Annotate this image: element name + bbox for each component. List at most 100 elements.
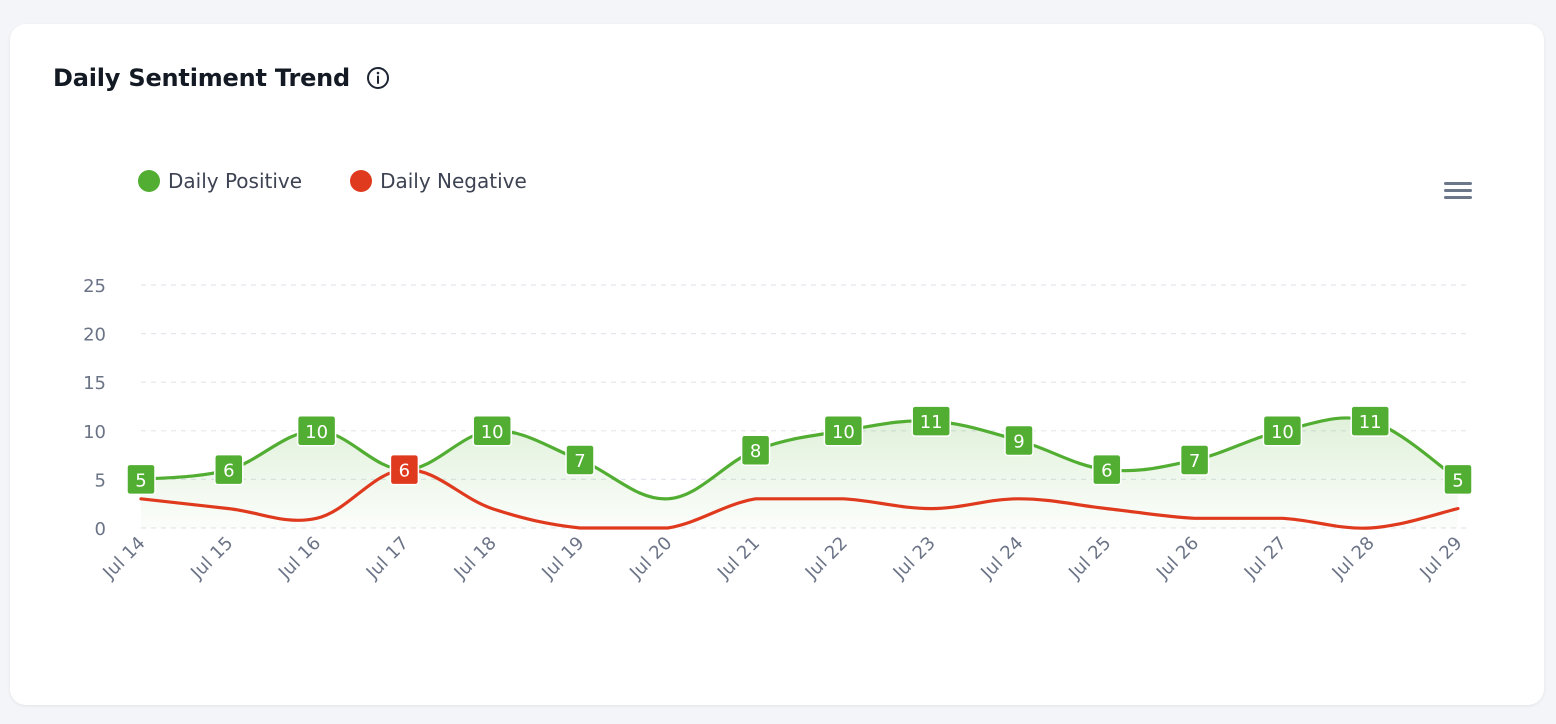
data-label-box xyxy=(1443,463,1473,496)
legend-item-positive[interactable]: Daily Positive xyxy=(138,169,302,193)
data-label-value: 11 xyxy=(920,412,943,433)
data-point[interactable] xyxy=(1193,517,1196,520)
series-line-daily-positive[interactable] xyxy=(139,416,1460,501)
data-label: 10 xyxy=(296,415,337,447)
data-label: 10 xyxy=(1262,415,1303,447)
legend-item-negative[interactable]: Daily Negative xyxy=(350,169,527,193)
data-label-value: 5 xyxy=(135,470,146,491)
data-label-box xyxy=(126,463,156,496)
legend-label-negative: Daily Negative xyxy=(380,169,527,193)
data-label-value: 10 xyxy=(1271,422,1294,443)
data-label-box xyxy=(565,444,595,476)
data-point[interactable] xyxy=(754,497,757,500)
data-point[interactable] xyxy=(1457,507,1460,510)
data-point[interactable] xyxy=(666,497,669,500)
data-label-box xyxy=(214,453,244,486)
info-circle-icon[interactable] xyxy=(366,66,390,90)
data-label-box xyxy=(1004,424,1034,457)
x-tick-label: Jul 28 xyxy=(1328,533,1379,584)
data-label-value: 5 xyxy=(1452,470,1463,491)
data-label-value: 6 xyxy=(223,461,234,482)
data-label: 9 xyxy=(1004,424,1034,457)
data-label: 10 xyxy=(472,415,512,447)
data-label-value: 11 xyxy=(1359,412,1382,433)
data-label: 11 xyxy=(911,405,951,437)
series-line-daily-negative[interactable] xyxy=(139,468,1460,530)
x-tick-label: Jul 22 xyxy=(801,533,852,584)
data-label-box xyxy=(1092,453,1122,486)
data-label: 5 xyxy=(126,463,156,496)
data-label-value: 8 xyxy=(750,441,761,462)
x-tick-label: Jul 25 xyxy=(1064,533,1115,584)
x-tick-label: Jul 16 xyxy=(274,533,325,584)
data-point[interactable] xyxy=(842,497,845,500)
data-label: 7 xyxy=(565,444,595,476)
data-label: 6 xyxy=(389,453,420,486)
sentiment-trend-card: Daily Sentiment Trend Daily Positive Dai… xyxy=(10,24,1544,705)
x-tick-label: Jul 24 xyxy=(976,533,1027,584)
y-axis-ticks: 0 5 10 15 20 25 xyxy=(83,276,106,540)
data-point[interactable] xyxy=(666,527,669,530)
data-point[interactable] xyxy=(1281,517,1284,520)
x-tick-label: Jul 14 xyxy=(98,533,149,584)
x-tick-label: Jul 19 xyxy=(537,533,588,584)
x-tick-label: Jul 18 xyxy=(450,533,501,584)
x-tick-label: Jul 17 xyxy=(362,533,413,584)
x-tick-label: Jul 27 xyxy=(1240,533,1291,584)
x-tick-label: Jul 29 xyxy=(1415,533,1466,584)
data-label: 8 xyxy=(740,434,771,466)
data-label-box xyxy=(296,415,337,447)
series-area-daily-positive xyxy=(141,417,1458,528)
data-label-box xyxy=(1350,405,1390,437)
legend-marker-positive xyxy=(138,170,160,192)
data-label-box xyxy=(740,434,771,466)
data-label-box xyxy=(389,453,420,486)
legend-label-positive: Daily Positive xyxy=(168,169,303,193)
chart-legend: Daily Positive Daily Negative xyxy=(138,169,575,193)
data-label-value: 10 xyxy=(305,422,328,443)
data-point[interactable] xyxy=(140,497,143,500)
data-point[interactable] xyxy=(491,507,494,510)
x-axis-ticks: Jul 14 Jul 15 Jul 16 Jul 17 Jul 18 Jul 19 Jul … xyxy=(98,533,1466,584)
data-label-box xyxy=(1179,444,1210,476)
x-tick-label: Jul 21 xyxy=(713,533,764,584)
data-point[interactable] xyxy=(315,517,318,520)
y-tick-label: 5 xyxy=(95,470,106,491)
y-tick-label: 15 xyxy=(83,373,106,394)
data-point[interactable] xyxy=(930,507,933,510)
y-tick-label: 20 xyxy=(83,325,106,346)
data-label-box xyxy=(823,415,864,447)
data-label: 7 xyxy=(1179,444,1210,476)
data-point[interactable] xyxy=(1018,497,1021,500)
data-label: 10 xyxy=(823,415,864,447)
x-tick-label: Jul 20 xyxy=(625,533,676,584)
data-label-value: 6 xyxy=(1101,461,1112,482)
y-tick-label: 10 xyxy=(83,422,106,443)
data-label-value: 10 xyxy=(832,422,855,443)
x-tick-label: Jul 15 xyxy=(186,533,237,584)
data-label: 6 xyxy=(1092,453,1122,486)
data-label-box xyxy=(472,415,512,447)
data-label-value: 6 xyxy=(399,461,410,482)
card-title: Daily Sentiment Trend xyxy=(53,64,351,92)
data-label-value: 7 xyxy=(574,451,585,472)
legend-marker-negative xyxy=(350,170,373,192)
data-point[interactable] xyxy=(1105,507,1108,510)
data-point[interactable] xyxy=(579,527,582,530)
hamburger-menu-icon[interactable] xyxy=(1444,179,1474,203)
data-label: 5 xyxy=(1443,463,1473,496)
data-label: 11 xyxy=(1350,405,1390,437)
data-point[interactable] xyxy=(227,507,230,510)
y-tick-label: 25 xyxy=(83,276,106,297)
x-tick-label: Jul 23 xyxy=(889,533,940,584)
card-header: Daily Sentiment Trend xyxy=(53,64,390,92)
y-tick-label: 0 xyxy=(95,519,106,540)
data-point[interactable] xyxy=(1369,527,1372,530)
data-label-value: 7 xyxy=(1189,451,1200,472)
data-label-value: 10 xyxy=(481,422,504,443)
x-tick-label: Jul 26 xyxy=(1152,533,1203,584)
data-label-value: 9 xyxy=(1013,432,1024,453)
data-label: 6 xyxy=(214,453,244,486)
data-label-box xyxy=(911,405,951,437)
